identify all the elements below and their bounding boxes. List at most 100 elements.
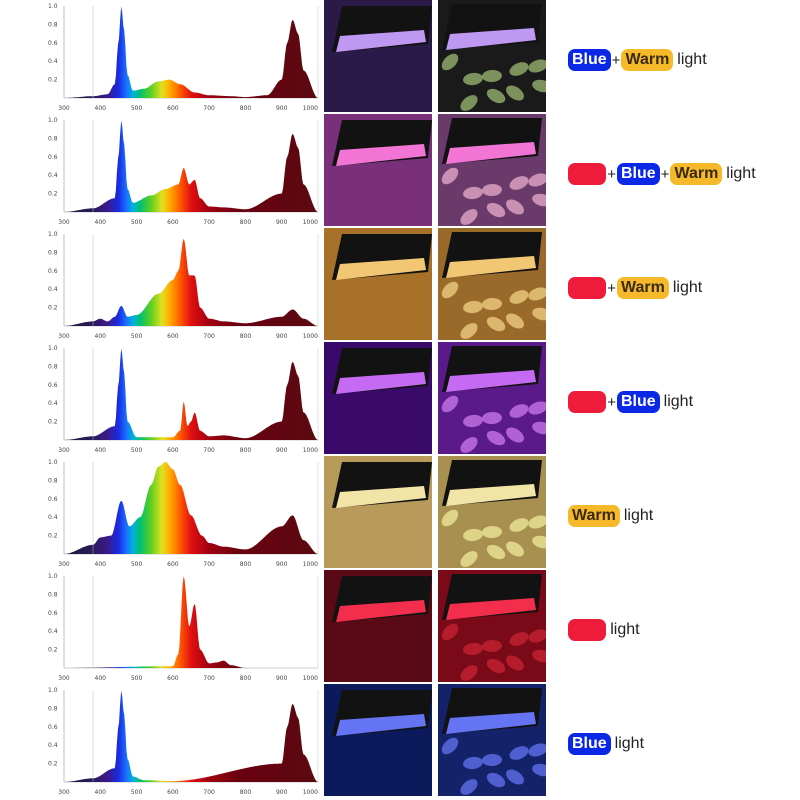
x-tick-label: 700 [203,105,215,112]
leaf-shape [509,404,529,418]
led-glow [336,144,426,166]
x-tick-label: 500 [131,219,143,226]
plant-photo [438,456,546,568]
y-tick-label: 0.4 [48,514,58,521]
leaf-shape [506,85,524,101]
red-badge: Red [568,619,607,641]
x-tick-label: 800 [240,789,252,796]
x-tick-label: 600 [167,675,179,682]
x-tick-label: 600 [167,561,179,568]
light-type-label: Red + Warm light [568,276,702,300]
spectrum-area [64,462,318,554]
x-tick-label: 1000 [303,561,318,568]
x-tick-label: 500 [131,789,143,796]
x-tick-label: 500 [131,675,143,682]
y-tick-label: 0.8 [48,363,58,370]
y-tick-label: 0.4 [48,628,58,635]
x-tick-label: 300 [58,219,70,226]
spectrum-svg: 1.0 0.8 0.6 0.4 0.2 300 400 500 600 700 800 900 1000 [48,345,319,454]
light-type-label: Warm light [568,504,653,528]
x-tick-label: 1000 [303,447,318,454]
y-tick-label: 0.8 [48,705,58,712]
x-tick-label: 300 [58,105,70,112]
warm-badge: Warm [568,505,620,527]
spectrum-area [64,348,318,440]
leaf-shape [528,287,546,301]
spectrum-row: 1.0 0.8 0.6 0.4 0.2 300 400 500 600 700 800 900 1000… [0,0,800,114]
led-glow [446,712,536,734]
spectrum-row: 1.0 0.8 0.6 0.4 0.2 300 400 500 600 700 800 900 1000… [0,342,800,456]
leaf-shape [528,515,546,529]
spectrum-chart: 1.0 0.8 0.6 0.4 0.2 300 400 500 600 700 800 900 1000 [40,684,322,796]
y-tick-label: 0.2 [48,419,58,426]
y-tick-label: 0.2 [48,761,58,768]
light-type-label: Red + Blue light [568,390,693,414]
leaf-shape [506,427,524,443]
y-tick-label: 1.0 [48,459,58,466]
x-tick-label: 900 [276,105,288,112]
leaf-shape [463,528,483,542]
leaf-shape [506,541,524,557]
y-tick-label: 1.0 [48,117,58,124]
spectrum-svg: 1.0 0.8 0.6 0.4 0.2 300 400 500 600 700 800 900 1000 [48,117,319,226]
spectrum-row: 1.0 0.8 0.6 0.4 0.2 300 400 500 600 700 800 900 1000… [0,456,800,570]
leaf-shape [441,395,459,413]
leaf-shape [486,544,506,560]
spectrum-svg: 1.0 0.8 0.6 0.4 0.2 300 400 500 600 700 800 900 1000 [48,573,319,682]
x-tick-label: 300 [58,447,70,454]
light-word: light [610,621,640,638]
y-tick-label: 1.0 [48,345,58,352]
leaf-shape [463,414,483,428]
plant-photo [438,342,546,454]
led-glow [446,142,536,164]
leaf-shape [486,430,506,446]
leaf-shape [482,183,502,197]
spectrum-area [64,576,318,668]
leaf-shape [460,551,478,567]
leaf-shape [528,401,546,415]
x-tick-label: 1000 [303,789,318,796]
spectrum-chart: 1.0 0.8 0.6 0.4 0.2 300 400 500 600 700 800 900 1000 [40,114,322,226]
y-tick-label: 0.6 [48,382,58,389]
x-tick-label: 700 [203,561,215,568]
spectrum-area [64,6,318,98]
leaf-shape [441,281,459,299]
blue-badge: Blue [617,391,660,413]
y-tick-label: 0.4 [48,172,58,179]
x-tick-label: 1000 [303,675,318,682]
spectrum-svg: 1.0 0.8 0.6 0.4 0.2 300 400 500 600 700 800 900 1000 [48,687,319,796]
x-tick-label: 700 [203,219,215,226]
leaf-shape [486,772,506,788]
leaf-shape [532,307,546,321]
light-word: light [623,507,654,524]
red-badge: Red [568,163,607,185]
led-panel-photo [324,114,432,226]
leaf-shape [441,167,459,185]
y-tick-label: 1.0 [48,231,58,238]
spectrum-area [64,238,318,326]
leaf-shape [460,779,478,795]
y-tick-label: 0.6 [48,268,58,275]
light-type-label: Blue light [568,732,644,756]
x-tick-label: 300 [58,675,70,682]
leaf-shape [509,290,529,304]
y-tick-label: 0.6 [48,496,58,503]
y-tick-label: 0.6 [48,724,58,731]
led-panel-photo [324,684,432,796]
spectrum-row: 1.0 0.8 0.6 0.4 0.2 300 400 500 600 700 800 900 1000… [0,228,800,342]
x-tick-label: 600 [167,219,179,226]
x-tick-label: 900 [276,219,288,226]
leaf-shape [463,186,483,200]
x-tick-label: 800 [240,333,252,340]
led-glow [336,714,426,736]
light-type-label: Blue + Warm light [568,48,707,72]
x-tick-label: 300 [58,789,70,796]
leaf-shape [486,658,506,674]
x-tick-label: 600 [167,333,179,340]
x-tick-label: 300 [58,561,70,568]
led-panel-photo [324,0,432,112]
leaf-shape [482,69,502,83]
leaf-shape [486,88,506,104]
plant-photo [438,114,546,226]
x-tick-label: 900 [276,561,288,568]
